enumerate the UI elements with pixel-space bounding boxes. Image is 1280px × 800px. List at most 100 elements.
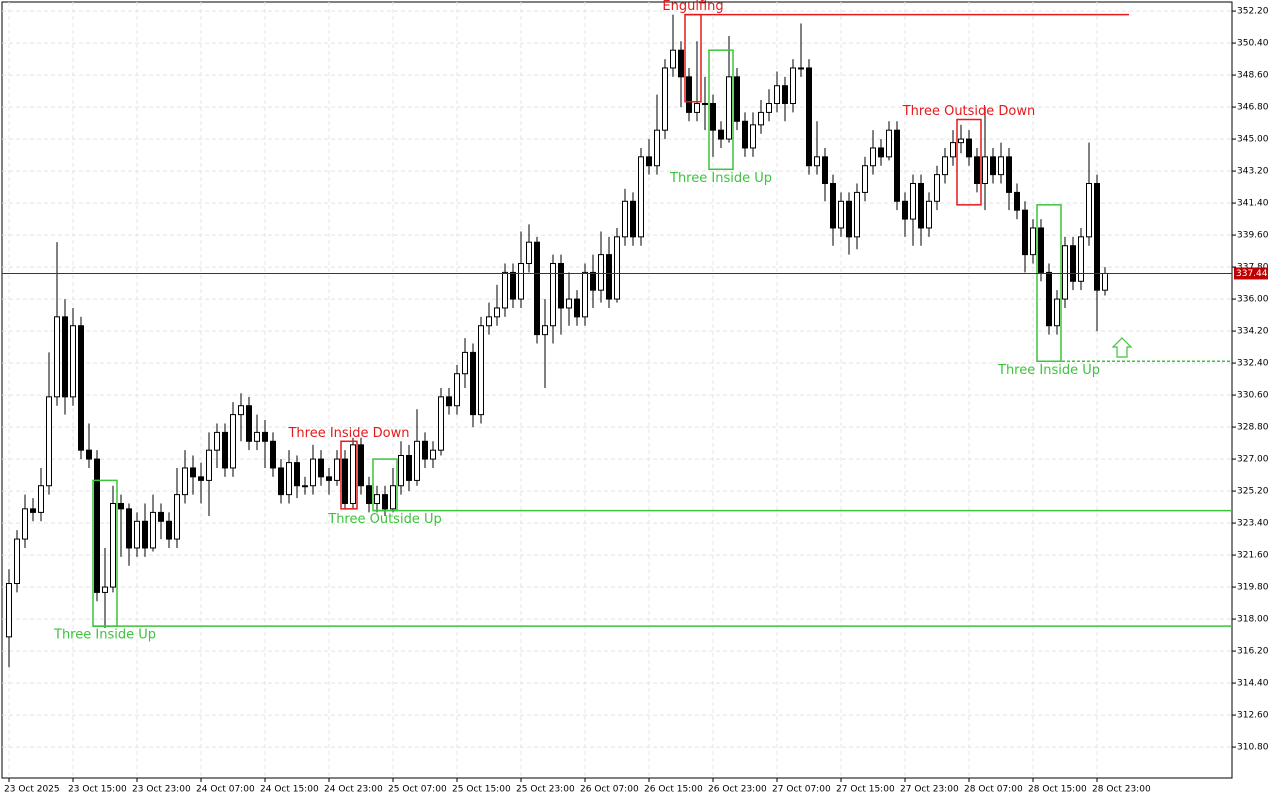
candle-body	[710, 103, 716, 131]
last-price-label: 337.44	[1236, 269, 1268, 279]
candle-body	[134, 520, 140, 549]
candle-body	[878, 147, 884, 158]
candle-body	[566, 298, 572, 309]
candle-body	[998, 156, 1004, 176]
candle-body	[742, 120, 748, 149]
candle-body	[782, 85, 788, 105]
candle-body	[278, 467, 284, 496]
candle-body	[358, 444, 364, 487]
candle-body	[726, 76, 732, 140]
candle-body	[694, 103, 700, 113]
candle-body	[846, 200, 852, 238]
y-tick-label: 327.00	[1237, 455, 1269, 465]
candle-body	[318, 458, 324, 478]
candle-body	[1086, 183, 1092, 238]
candle-body	[830, 183, 836, 229]
candle-body	[598, 254, 604, 291]
candle-body	[918, 183, 924, 229]
candle-body	[214, 431, 220, 451]
candle-body	[574, 298, 580, 318]
x-tick-label: 25 Oct 23:00	[516, 785, 575, 795]
candle-body	[854, 191, 860, 238]
candle-body	[446, 396, 452, 407]
candle-body	[774, 85, 780, 105]
candle-body	[1046, 271, 1052, 327]
candle-body	[414, 440, 420, 481]
pattern-label: Three Outside Up	[327, 512, 441, 527]
candle-body	[62, 316, 68, 398]
candle-body	[366, 485, 372, 505]
candle-body	[982, 156, 988, 185]
candle-body	[894, 129, 900, 202]
candle-body	[974, 156, 980, 185]
candle-body	[990, 156, 996, 176]
candle-body	[438, 396, 444, 451]
candle-body	[1102, 272, 1108, 291]
candle-body	[614, 236, 620, 300]
candle-body	[814, 156, 820, 167]
x-tick-label: 24 Oct 07:00	[196, 785, 255, 795]
y-tick-label: 319.80	[1237, 583, 1269, 593]
x-tick-label: 24 Oct 15:00	[260, 785, 319, 795]
candle-body	[662, 67, 668, 131]
candle-body	[150, 511, 156, 549]
candle-body	[182, 467, 188, 496]
y-tick-label: 341.40	[1237, 199, 1269, 209]
pattern-label: Engulfing	[662, 0, 723, 14]
candle-body	[646, 156, 652, 167]
candle-body	[926, 200, 932, 229]
candle-body	[838, 200, 844, 229]
candle-body	[950, 142, 956, 158]
candle-body	[94, 458, 100, 593]
x-tick-label: 25 Oct 07:00	[388, 785, 447, 795]
y-tick-label: 346.80	[1237, 103, 1269, 113]
candle-body	[1038, 227, 1044, 273]
candle-body	[1006, 156, 1012, 193]
candle-body	[246, 405, 252, 442]
candle-body	[166, 520, 172, 540]
x-tick-label: 23 Oct 15:00	[68, 785, 127, 795]
candle-body	[678, 49, 684, 78]
plot-frame	[1, 1, 1233, 779]
candle-body	[230, 414, 236, 469]
pattern-box	[956, 118, 982, 206]
x-tick-label: 23 Oct 23:00	[132, 785, 191, 795]
x-tick-label: 28 Oct 15:00	[1028, 785, 1087, 795]
pattern-label: Three Inside Up	[997, 363, 1100, 378]
candle-body	[1022, 209, 1028, 256]
candle-body	[606, 254, 612, 300]
candle-body	[550, 263, 556, 327]
candle-body	[886, 129, 892, 158]
candle-body	[430, 449, 436, 460]
y-tick-label: 312.60	[1237, 711, 1269, 721]
x-tick-label: 24 Oct 23:00	[324, 785, 383, 795]
candle-body	[1094, 183, 1100, 291]
candle-body	[494, 307, 500, 318]
candle-body	[686, 76, 692, 113]
candle-body	[22, 508, 28, 540]
candle-body	[806, 67, 812, 167]
candle-body	[14, 538, 20, 585]
candle-body	[334, 458, 340, 481]
y-tick-label: 345.00	[1237, 135, 1269, 145]
x-tick-label: 28 Oct 23:00	[1092, 785, 1151, 795]
candle-body	[110, 503, 116, 588]
y-tick-label: 325.20	[1237, 487, 1269, 497]
y-tick-label: 343.20	[1237, 167, 1269, 177]
pattern-label: Three Inside Up	[669, 171, 772, 186]
pattern-box	[708, 49, 734, 171]
candle-body	[6, 583, 12, 638]
candle-body	[294, 462, 300, 487]
candle-body	[470, 351, 476, 416]
candle-body	[158, 511, 164, 522]
candle-body	[462, 351, 468, 375]
candle-body	[454, 373, 460, 407]
candle-body	[198, 476, 204, 481]
candle-body	[582, 271, 588, 318]
candle-body	[958, 138, 964, 144]
candle-body	[822, 156, 828, 185]
candle-body	[590, 271, 596, 291]
y-tick-label: 314.40	[1237, 679, 1269, 689]
candle-body	[910, 183, 916, 220]
